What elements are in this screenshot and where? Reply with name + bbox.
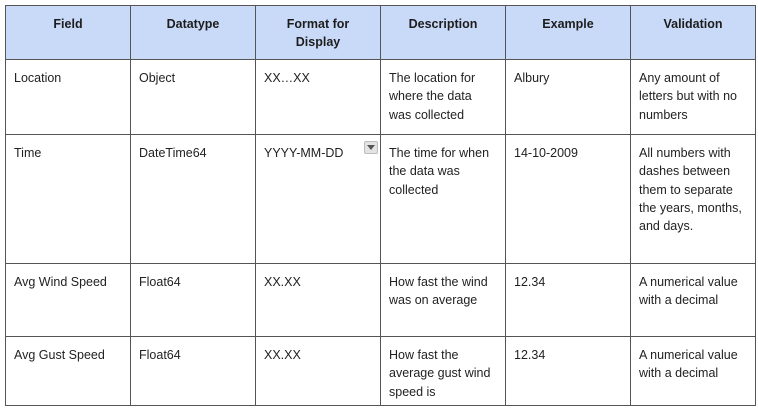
cell-validation[interactable]: A numerical value with a decimal [630,336,756,406]
header-example[interactable]: Example [505,5,631,60]
data-dictionary-table: Field Datatype Format for Display Descri… [5,5,756,406]
cell-field[interactable]: Avg Gust Speed [5,336,131,406]
table-row: Location Object XX…XX The location for w… [5,59,756,135]
cell-description[interactable]: How fast the average gust wind speed is [380,336,506,406]
cell-datatype[interactable]: Float64 [130,336,256,406]
cell-format-text: YYYY-MM-DD [264,146,344,160]
cell-format[interactable]: YYYY-MM-DD [255,134,381,264]
cell-datatype[interactable]: Float64 [130,263,256,337]
cell-field[interactable]: Location [5,59,131,135]
cell-validation[interactable]: A numerical value with a decimal [630,263,756,337]
cell-example[interactable]: Albury [505,59,631,135]
data-dictionary-sheet: Field Datatype Format for Display Descri… [5,5,756,409]
table-row: Avg Gust Speed Float64 XX.XX How fast th… [5,336,756,406]
cell-example[interactable]: 12.34 [505,263,631,337]
header-format-for-display[interactable]: Format for Display [255,5,381,60]
cell-format[interactable]: XX…XX [255,59,381,135]
header-validation[interactable]: Validation [630,5,756,60]
cell-description[interactable]: The time for when the data was collected [380,134,506,264]
cell-datatype[interactable]: Object [130,59,256,135]
cell-example[interactable]: 14-10-2009 [505,134,631,264]
cell-field[interactable]: Avg Wind Speed [5,263,131,337]
cell-description[interactable]: The location for where the data was coll… [380,59,506,135]
header-datatype[interactable]: Datatype [130,5,256,60]
cell-format[interactable]: XX.XX [255,263,381,337]
cell-validation[interactable]: Any amount of letters but with no number… [630,59,756,135]
cell-datatype[interactable]: DateTime64 [130,134,256,264]
cell-example[interactable]: 12.34 [505,336,631,406]
header-description[interactable]: Description [380,5,506,60]
table-row: Avg Wind Speed Float64 XX.XX How fast th… [5,263,756,337]
cell-format[interactable]: XX.XX [255,336,381,406]
header-field[interactable]: Field [5,5,131,60]
cell-validation[interactable]: All numbers with dashes between them to … [630,134,756,264]
table-row: Time DateTime64 YYYY-MM-DD The time for … [5,134,756,264]
dropdown-arrow-icon[interactable] [364,141,378,154]
cell-field[interactable]: Time [5,134,131,264]
cell-description[interactable]: How fast the wind was on average [380,263,506,337]
header-row: Field Datatype Format for Display Descri… [5,5,756,60]
